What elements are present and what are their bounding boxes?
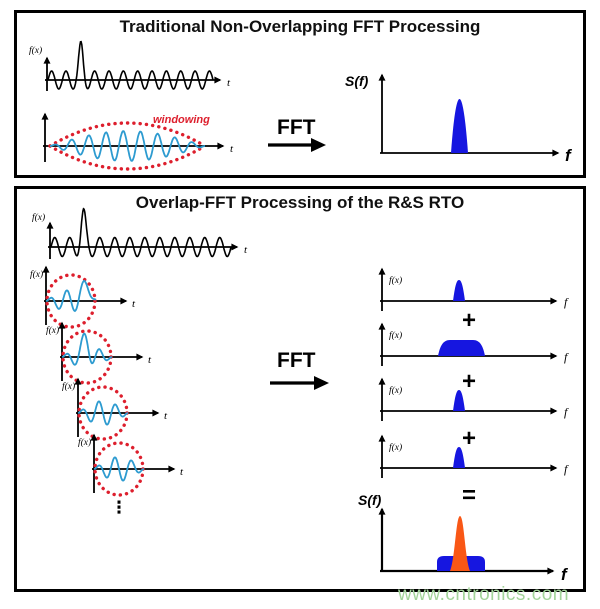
window-segment-plot: f(x) t	[62, 377, 168, 441]
segment-y-axis-label: f(x)	[78, 437, 91, 448]
fft-transform: FFT	[268, 116, 326, 152]
fft-arrow-head-icon	[311, 138, 326, 152]
plus-sign: +	[462, 425, 476, 452]
window-segment-plot: f(x) t	[30, 265, 136, 329]
signal-x-axis-label: t	[227, 77, 231, 89]
spectrum-x-axis-label: f	[565, 146, 573, 165]
segment-y-axis-label: f(x)	[46, 325, 59, 336]
spectrum-peak	[453, 390, 465, 411]
fft-label: FFT	[277, 349, 316, 372]
windowed-waveform	[45, 279, 97, 313]
spectrum-plateau	[438, 340, 485, 356]
spectrum-x-axis-label: f	[564, 462, 569, 476]
windowed-waveform	[77, 400, 129, 426]
spectrum-y-axis-label: S(f)	[345, 73, 369, 89]
overlap-fft-panel: Overlap-FFT Processing of the R&S RTO f(…	[14, 186, 586, 592]
signal-waveform	[50, 207, 232, 258]
spectrum-y-axis-label: f(x)	[389, 275, 402, 286]
window-envelope-bottom	[48, 144, 207, 171]
traditional-panel-title: Traditional Non-Overlapping FFT Processi…	[119, 17, 481, 36]
window-envelope-top	[48, 121, 207, 148]
windowing-plot: t windowing	[41, 112, 234, 171]
spectrum-x-axis-label: f	[564, 405, 569, 419]
windowed-waveform	[50, 130, 205, 162]
plus-sign: +	[462, 307, 476, 334]
overlap-panel-graphics: f(x) t f(x) t f(x) t	[30, 207, 569, 584]
window-segment-plot: f(x) t	[78, 433, 184, 497]
partial-spectrum-plot: f(x) f	[378, 377, 569, 421]
fft-transform: FFT	[270, 349, 329, 390]
signal-waveform	[47, 40, 214, 90]
result-x-axis-label: f	[561, 565, 569, 584]
plus-sign: +	[462, 368, 476, 395]
spectrum-x-axis-label: f	[564, 295, 569, 309]
spectrum-peak	[453, 280, 465, 301]
segment-x-axis-label: t	[180, 466, 184, 478]
spectrum-plot: S(f) f	[345, 73, 573, 165]
segment-y-axis-label: f(x)	[30, 269, 43, 280]
partial-spectrum-plot: f(x) f	[378, 322, 569, 366]
windowed-waveform	[93, 456, 145, 482]
partial-spectrum-plot: f(x) f	[378, 267, 569, 311]
equals-sign: =	[462, 482, 476, 509]
spectrum-y-axis-label: f(x)	[389, 442, 402, 453]
result-y-axis-label: S(f)	[358, 492, 382, 508]
window-segment-plot: f(x) t	[46, 321, 152, 385]
partial-spectrum-plot: f(x) f	[378, 434, 569, 478]
spectrum-y-axis-label: f(x)	[389, 385, 402, 396]
signal-y-axis-label: f(x)	[29, 45, 42, 56]
watermark: www.cntronics.com	[398, 584, 570, 605]
spectrum-peak	[453, 447, 465, 468]
segment-x-axis-label: t	[164, 410, 168, 422]
traditional-panel-graphics: f(x) t t windowing FFT	[29, 40, 573, 171]
result-spectrum-plot: S(f) f	[358, 492, 569, 584]
segment-x-axis-label: t	[148, 354, 152, 366]
segment-x-axis-label: t	[132, 298, 136, 310]
traditional-fft-panel: Traditional Non-Overlapping FFT Processi…	[14, 10, 586, 178]
result-peak	[450, 516, 470, 571]
overlap-panel-title: Overlap-FFT Processing of the R&S RTO	[135, 193, 465, 212]
fft-arrow-head-icon	[314, 376, 329, 390]
continuation-ellipsis: ⋮	[111, 498, 128, 518]
window-envelope	[45, 273, 97, 329]
signal-plot: f(x) t	[32, 207, 248, 259]
windowing-annotation: windowing	[153, 114, 210, 126]
signal-plot: f(x) t	[29, 40, 231, 91]
segment-y-axis-label: f(x)	[62, 381, 75, 392]
windowing-x-axis-label: t	[230, 143, 234, 155]
spectrum-y-axis-label: f(x)	[389, 330, 402, 341]
windowed-waveform	[61, 332, 113, 366]
signal-y-axis-label: f(x)	[32, 212, 45, 223]
signal-x-axis-label: t	[244, 244, 248, 256]
spectrum-peak	[451, 99, 468, 153]
spectrum-x-axis-label: f	[564, 350, 569, 364]
fft-label: FFT	[277, 116, 316, 139]
